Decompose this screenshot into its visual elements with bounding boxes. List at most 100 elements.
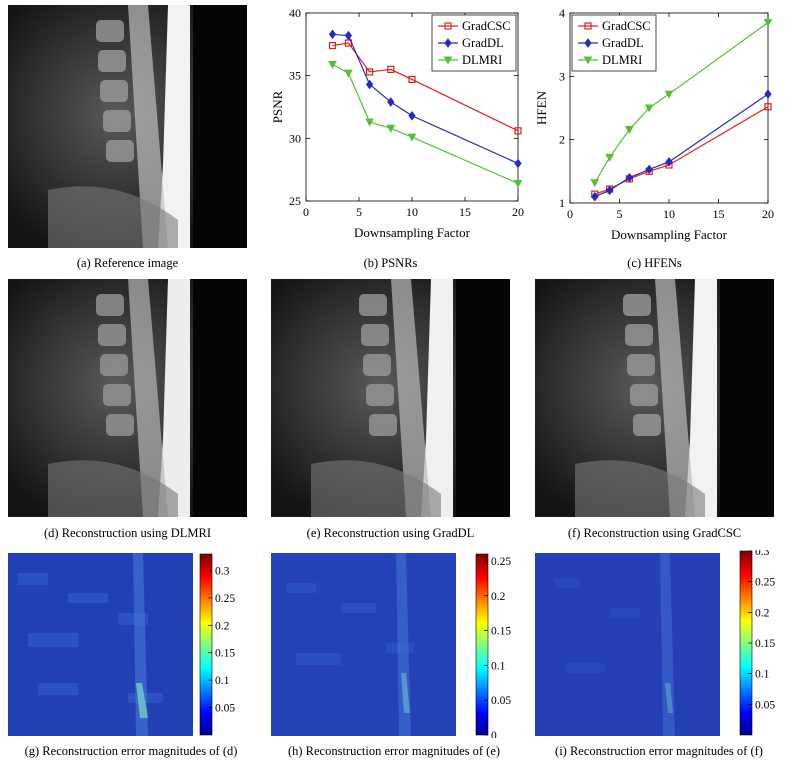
x-axis-label: Downsampling Factor	[354, 225, 471, 240]
error-map-gradcsc	[535, 553, 720, 736]
error-texture	[8, 553, 193, 736]
series-graddl	[591, 89, 772, 202]
colorbar-tick-label: 0.25	[215, 593, 235, 605]
data-point	[365, 79, 374, 90]
y-tick-label: 40	[289, 6, 301, 20]
x-tick-label: 15	[713, 207, 725, 221]
legend-marker	[584, 38, 592, 48]
x-tick-label: 5	[617, 207, 623, 221]
x-tick-label: 0	[303, 205, 309, 219]
data-point	[387, 65, 395, 74]
data-point	[605, 185, 614, 196]
colorbar-tick-label: 0	[491, 730, 497, 738]
reconstruction-dlmri-image	[8, 279, 247, 517]
data-point	[664, 90, 674, 99]
data-point	[644, 104, 654, 113]
colorbar-h-ticks: 0.25 0.2 0.15 0.1 0.05 0	[484, 556, 511, 738]
data-point	[665, 156, 673, 167]
y-tick-label: 30	[289, 131, 301, 145]
colorbar-tick-label: 0.25	[755, 577, 775, 589]
legend-label: DLMRI	[602, 53, 642, 67]
data-point	[514, 127, 522, 135]
data-point	[365, 68, 374, 76]
data-point	[328, 41, 337, 50]
colorbar-tick-label: 0.15	[491, 626, 511, 638]
error-map-dlmri	[8, 553, 193, 736]
reconstruction-gradcsc-image	[535, 279, 774, 517]
colorbar-i: 0.3 0.25 0.2 0.15 0.1 0.05	[739, 550, 775, 736]
colorbar-tick-label: 0.05	[491, 695, 511, 707]
legend-label: GradCSC	[462, 19, 511, 33]
colorbar-i-ticks: 0.3 0.25 0.2 0.15 0.1 0.05	[748, 550, 775, 711]
x-tick-label: 10	[406, 205, 418, 219]
legend-marker	[584, 22, 592, 30]
colorbar-tick-label: 0.2	[215, 620, 230, 632]
legend-marker	[444, 22, 452, 30]
data-point	[328, 29, 337, 40]
data-point	[590, 179, 600, 188]
data-point	[344, 30, 353, 41]
error-map-graddl	[271, 553, 456, 736]
x-tick-label: 5	[356, 205, 362, 219]
mri-spine-graphic	[535, 279, 774, 517]
legend-label: GradDL	[602, 36, 644, 50]
mri-spine-graphic	[8, 279, 247, 517]
data-point	[591, 191, 599, 202]
caption-f: (f) Reconstruction using GradCSC	[567, 526, 742, 540]
reconstruction-graddl-image	[271, 279, 510, 517]
psnr-chart: 0 5 10 15 20 25 30 35 40 Downsampling Factor PSNR G…	[270, 6, 524, 240]
series-graddl	[328, 29, 522, 169]
legend: GradCSC GradDL DLMRI	[571, 14, 657, 72]
data-point	[625, 126, 634, 135]
colorbar-tick-label: 0.2	[491, 591, 506, 603]
caption-h: (h) Reconstruction error magnitudes of (…	[287, 744, 501, 758]
caption-c: (c) HFENs	[627, 256, 682, 270]
x-tick-label: 20	[512, 205, 524, 219]
data-point	[387, 97, 395, 107]
error-texture	[535, 553, 720, 736]
data-point	[514, 158, 522, 169]
colorbar-tick-label: 0.1	[215, 675, 230, 687]
colorbar-tick-label: 0.2	[755, 607, 770, 619]
colorbar-g: 0.3 0.25 0.2 0.15 0.1 0.05	[199, 553, 235, 736]
data-point	[605, 153, 614, 162]
data-point	[365, 118, 374, 127]
caption-a: (a) Reference image	[76, 256, 179, 270]
colorbar-tick-label: 0.3	[755, 550, 770, 558]
colorbar-tick-label: 0.05	[755, 699, 775, 711]
data-point	[386, 124, 396, 133]
data-point	[408, 75, 416, 84]
legend-label: DLMRI	[462, 53, 502, 67]
x-axis-label: Downsampling Factor	[611, 227, 728, 242]
colorbar-tick-label: 0.15	[755, 638, 775, 650]
legend: GradCSC GradDL DLMRI	[431, 14, 517, 72]
colorbar-tick-label: 0.15	[215, 648, 235, 660]
y-tick-label: 2	[559, 133, 565, 147]
colorbar-tick-label: 0.25	[491, 556, 511, 568]
data-point	[645, 164, 653, 175]
y-axis-label: HFEN	[534, 90, 549, 125]
caption-b: (b) PSNRs	[363, 256, 418, 270]
series-dlmri	[328, 60, 523, 189]
colorbar-tick-label: 0.1	[755, 669, 770, 681]
mri-spine-graphic	[8, 5, 247, 248]
caption-g: (g) Reconstruction error magnitudes of (…	[24, 744, 238, 758]
data-point	[408, 110, 416, 121]
data-point	[625, 172, 634, 183]
caption-e: (e) Reconstruction using GradDL	[306, 526, 475, 540]
x-tick-label: 10	[663, 207, 675, 221]
x-tick-label: 15	[459, 205, 471, 219]
x-tick-label: 0	[567, 207, 573, 221]
y-tick-label: 35	[289, 69, 301, 83]
data-point	[764, 89, 772, 99]
caption-d: (d) Reconstruction using DLMRI	[44, 526, 211, 540]
x-tick-label: 20	[762, 207, 774, 221]
colorbar-tick-label: 0.05	[215, 703, 235, 715]
y-tick-label: 4	[559, 6, 565, 20]
legend-marker	[443, 56, 453, 65]
data-point	[344, 69, 353, 78]
series-line	[594, 22, 769, 184]
y-tick-label: 3	[559, 69, 565, 83]
y-tick-label: 25	[289, 194, 301, 208]
legend-label: GradCSC	[602, 19, 651, 33]
